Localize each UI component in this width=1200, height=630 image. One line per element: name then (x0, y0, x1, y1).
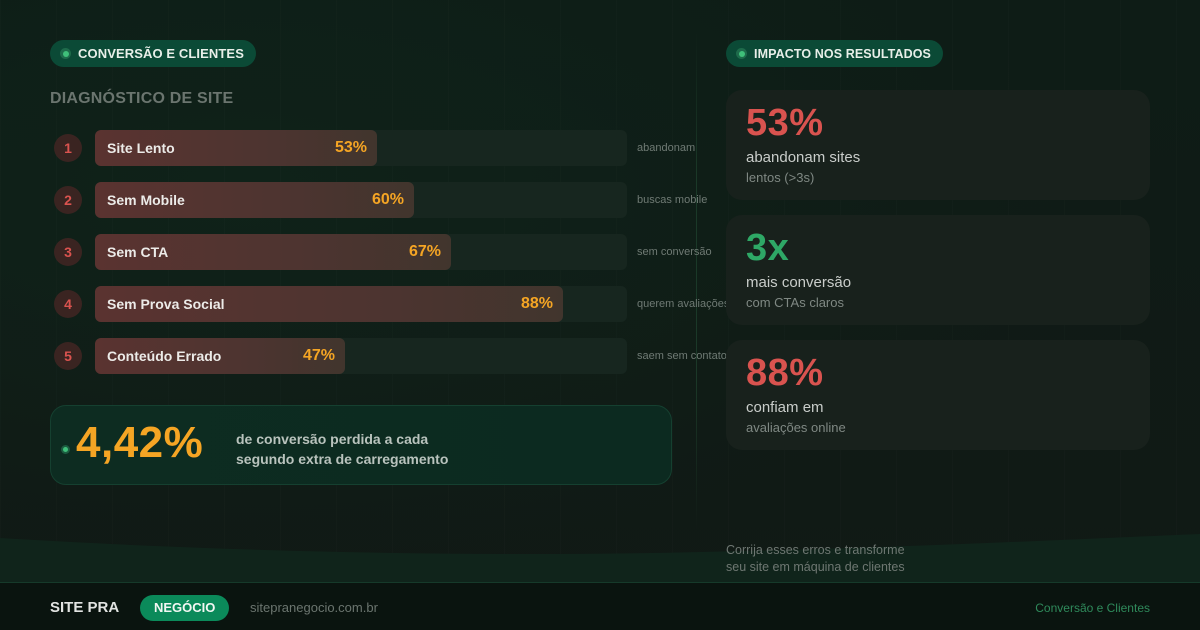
impact-stat: 88% (746, 352, 824, 394)
row-number-badge: 5 (54, 342, 82, 370)
diagnostic-row: 2 Sem Mobile 60% buscas mobile (54, 182, 744, 218)
row-label: Conteúdo Errado (107, 348, 222, 364)
impact-line-2: com CTAs claros (746, 295, 844, 310)
impact-card: 3x mais conversão com CTAs claros (726, 215, 1150, 325)
progress-fill: Site Lento 53% (95, 130, 377, 166)
row-note: sem conversão (637, 246, 712, 258)
row-percent: 53% (334, 139, 367, 156)
column-divider (696, 30, 697, 530)
pill-label: CONVERSÃO E CLIENTES (78, 46, 244, 61)
row-number-badge: 3 (54, 238, 82, 266)
diagnostic-row: 5 Conteúdo Errado 47% saem sem contato (54, 338, 744, 374)
diagnostic-row: 1 Site Lento 53% abandonam (54, 130, 744, 166)
row-percent: 88% (520, 295, 553, 312)
progress-track: Sem Mobile 60% (95, 182, 627, 218)
progress-fill: Sem Prova Social 88% (95, 286, 563, 322)
impact-card: 53% abandonam sites lentos (>3s) (726, 90, 1150, 200)
progress-track: Sem Prova Social 88% (95, 286, 627, 322)
row-number-badge: 4 (54, 290, 82, 318)
diagnostic-row: 4 Sem Prova Social 88% querem avaliações (54, 286, 744, 322)
progress-track: Sem CTA 67% (95, 234, 627, 270)
highlight-line-2: segundo extra de carregamento (236, 451, 449, 467)
cta-line-2: seu site em máquina de clientes (726, 560, 905, 574)
section-title: DIAGNÓSTICO DE SITE (50, 90, 234, 107)
row-percent: 47% (302, 347, 335, 364)
row-note: buscas mobile (637, 194, 708, 206)
impact-card: 88% confiam em avaliações online (726, 340, 1150, 450)
row-note: querem avaliações (637, 298, 730, 310)
progress-fill: Sem Mobile 60% (95, 182, 414, 218)
row-label: Sem Mobile (107, 192, 185, 208)
impact-line-1: confiam em (746, 399, 824, 416)
row-percent: 67% (408, 243, 441, 260)
cta-line-1: Corrija esses erros e transforme (726, 543, 905, 557)
row-label: Site Lento (107, 140, 175, 156)
footer: SITE PRA NEGÓCIO sitepranegocio.com.br C… (0, 582, 1200, 630)
impact-line-2: avaliações online (746, 420, 846, 435)
highlight-value: 4,42% (76, 418, 204, 467)
progress-fill: Sem CTA 67% (95, 234, 451, 270)
pill-label: IMPACTO NOS RESULTADOS (754, 46, 931, 61)
highlight-stat-card: 4,42% de conversão perdida a cada segund… (50, 405, 672, 485)
section-pill-impacto: IMPACTO NOS RESULTADOS (726, 40, 943, 67)
progress-fill: Conteúdo Errado 47% (95, 338, 345, 374)
impact-line-1: abandonam sites (746, 149, 861, 166)
site-url[interactable]: sitepranegocio.com.br (250, 600, 378, 615)
row-note: abandonam (637, 142, 696, 154)
row-label: Sem Prova Social (107, 296, 225, 312)
impact-stat: 53% (746, 102, 824, 144)
cta-text: Corrija esses erros e transforme seu sit… (726, 542, 905, 576)
row-number-badge: 1 (54, 134, 82, 162)
row-percent: 60% (371, 191, 404, 208)
progress-track: Conteúdo Errado 47% (95, 338, 627, 374)
status-dot-icon (61, 445, 70, 454)
row-note: saem sem contato (637, 350, 727, 362)
brand-badge: NEGÓCIO (140, 595, 230, 621)
highlight-description: de conversão perdida a cada segundo extr… (236, 429, 448, 469)
diagnostic-row: 3 Sem CTA 67% sem conversão (54, 234, 744, 270)
row-number-badge: 2 (54, 186, 82, 214)
footer-tag: Conversão e Clientes (1035, 601, 1150, 615)
background-wave (0, 534, 1200, 582)
highlight-line-1: de conversão perdida a cada (236, 431, 429, 447)
brand-name: SITE PRA (50, 599, 120, 616)
impact-stat: 3x (746, 227, 790, 269)
section-pill-conversao: CONVERSÃO E CLIENTES (50, 40, 256, 67)
row-label: Sem CTA (107, 244, 169, 260)
progress-track: Site Lento 53% (95, 130, 627, 166)
status-dot-icon (736, 48, 747, 59)
impact-line-2: lentos (>3s) (746, 170, 815, 185)
status-dot-icon (60, 48, 71, 59)
impact-line-1: mais conversão (746, 274, 852, 291)
